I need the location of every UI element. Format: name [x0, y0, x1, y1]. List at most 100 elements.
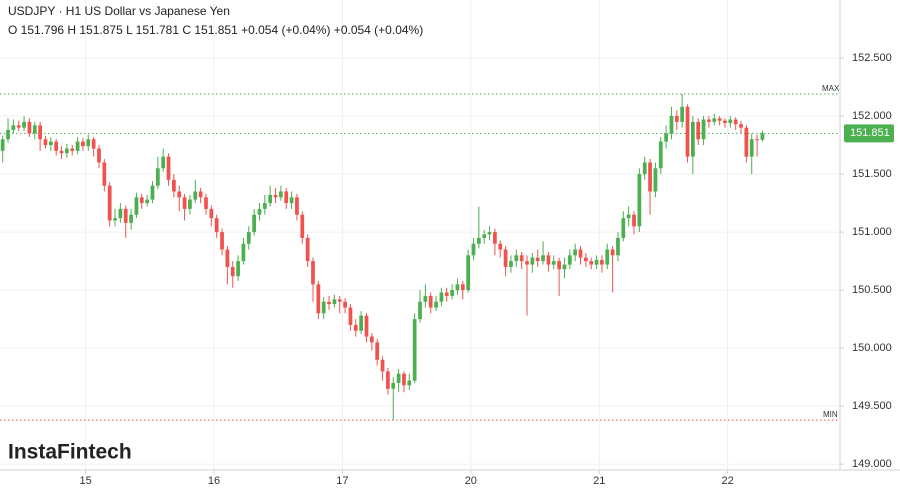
candle-body [16, 125, 21, 128]
candle-body [107, 185, 112, 221]
candle-body [412, 319, 417, 381]
candle-body [733, 119, 738, 125]
max-label: MAX [822, 84, 840, 93]
candle-body [188, 199, 192, 209]
candle-body [476, 237, 481, 244]
candle-body [723, 120, 727, 124]
candle-body [359, 315, 364, 331]
candle-body [557, 261, 561, 270]
y-tick-label: 151.000 [852, 226, 892, 238]
candle-body [6, 129, 10, 140]
candle-body [268, 194, 273, 204]
candle-body [214, 218, 219, 233]
candle-body [91, 139, 96, 149]
candle-body [460, 284, 465, 291]
y-tick-label: 151.500 [852, 168, 892, 180]
candle-body [546, 255, 551, 265]
candle-body [493, 232, 497, 244]
candle-body [230, 266, 235, 277]
candle-body [204, 197, 208, 209]
candle-body [626, 214, 631, 219]
candle-body [428, 295, 433, 308]
candle-body [391, 382, 396, 389]
candle-body [541, 255, 545, 262]
candle-body [466, 255, 471, 291]
candle-body [749, 139, 754, 157]
candle-body [653, 168, 658, 192]
candle-body [578, 249, 583, 258]
candle-body [220, 232, 224, 250]
x-tick-label: 22 [722, 475, 734, 487]
candle-body [22, 121, 26, 128]
candle-body [573, 249, 578, 256]
candle-body [439, 292, 444, 302]
candle-body [102, 162, 107, 186]
chart-title: USDJPY · H1 US Dollar vs Japanese Yen [8, 4, 230, 18]
candle-body [610, 249, 615, 256]
candle-body [664, 133, 668, 142]
candles [0, 94, 765, 421]
candle-body [38, 125, 42, 140]
candle-body [193, 191, 198, 200]
candle-body [337, 299, 342, 302]
candle-body [198, 191, 203, 198]
candle-body [0, 139, 5, 151]
candle-body [262, 203, 267, 209]
candle-body [450, 290, 454, 296]
candle-body [632, 214, 636, 227]
candle-body [295, 197, 299, 215]
candle-body [150, 185, 155, 200]
candle-body [642, 162, 647, 175]
candle-body [674, 116, 679, 122]
candle-body [139, 197, 144, 204]
candle-body [118, 208, 123, 219]
ohlc-legend: O 151.796 H 151.875 L 151.781 C 151.851 … [8, 23, 423, 37]
candle-body [321, 301, 326, 314]
candle-body [637, 174, 642, 227]
candle-body [241, 243, 246, 262]
candle-body [407, 380, 412, 386]
candle-body [182, 197, 187, 209]
candle-body [11, 125, 16, 130]
candle-body [535, 257, 540, 262]
candle-body [530, 257, 535, 265]
candle-body [70, 148, 75, 151]
candle-body [54, 141, 59, 151]
candle-body [166, 156, 171, 180]
candle-body [600, 259, 604, 265]
candle-body [423, 295, 428, 302]
candle-body [396, 373, 401, 383]
candle-body [444, 292, 449, 296]
candle-body [739, 124, 743, 128]
candle-body [43, 139, 48, 146]
candle-body [284, 191, 289, 204]
candle-body [712, 118, 717, 122]
candle-body [669, 116, 674, 134]
candle-body [760, 133, 765, 140]
candle-body [97, 148, 101, 163]
x-tick-label: 21 [593, 475, 605, 487]
candle-body [744, 127, 749, 157]
candle-body [343, 301, 347, 308]
candle-body [685, 106, 690, 157]
candle-body [289, 197, 294, 204]
candle-body [155, 168, 160, 186]
candle-body [380, 359, 385, 372]
candle-body [348, 307, 353, 325]
last-price-badge [844, 124, 894, 143]
candle-body [177, 191, 182, 198]
min-label: MIN [823, 410, 838, 419]
candle-body [551, 261, 556, 265]
candle-body [707, 119, 711, 122]
candle-body [353, 324, 358, 331]
candle-body [257, 208, 262, 215]
candle-body [27, 121, 32, 134]
candle-body [503, 249, 508, 267]
candle-body [134, 197, 139, 215]
candle-body [594, 259, 599, 265]
candle-body [48, 141, 53, 146]
grid [0, 0, 840, 470]
candle-body [728, 119, 733, 124]
candle-body [755, 139, 759, 141]
candle-body [648, 162, 652, 192]
